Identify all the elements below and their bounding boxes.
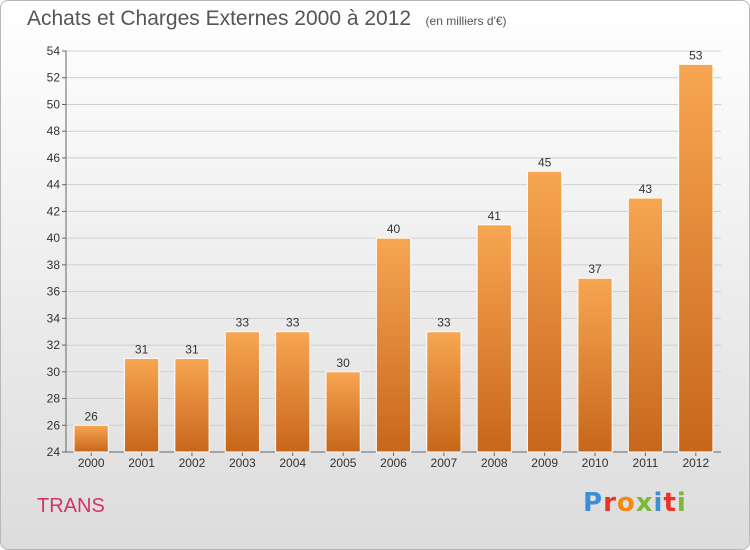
bar-2003 (224, 331, 260, 453)
data-label-2008: 41 (488, 209, 502, 223)
proxiti-logo[interactable]: Proxiti (583, 488, 687, 518)
y-tick-label: 52 (47, 71, 61, 85)
bar-2008 (476, 224, 512, 453)
data-label-2007: 33 (437, 316, 451, 330)
x-tick-label-2002: 2002 (179, 456, 206, 470)
x-tick-label-2004: 2004 (279, 456, 306, 470)
data-label-2012: 53 (689, 48, 703, 62)
y-tick-label: 40 (47, 231, 61, 245)
logo-letter: P (583, 488, 604, 518)
title-row: Achats et Charges Externes 2000 à 2012 (… (27, 7, 507, 31)
y-tick-label: 36 (47, 285, 61, 299)
y-tick-label: 44 (47, 178, 61, 192)
data-label-2003: 33 (236, 316, 250, 330)
data-label-2002: 31 (185, 342, 199, 356)
y-tick-label: 26 (47, 418, 61, 432)
y-tick-label: 34 (47, 311, 61, 325)
x-tick-label-2005: 2005 (330, 456, 357, 470)
bar-2010 (577, 277, 613, 453)
y-tick-label: 32 (47, 338, 61, 352)
data-label-2011: 43 (639, 182, 653, 196)
x-tick-label-2001: 2001 (128, 456, 155, 470)
data-label-2006: 40 (387, 222, 401, 236)
data-label-2004: 33 (286, 316, 300, 330)
logo-letter: t (663, 488, 677, 518)
y-tick-label: 30 (47, 365, 61, 379)
label-layer: 26 31 31 33 33 30 40 33 41 45 37 43 53 (85, 48, 703, 423)
x-tick-label-2009: 2009 (531, 456, 558, 470)
axis-layer: 24 26 28 30 32 34 36 38 40 42 44 46 48 50 52 54 2000 2001… (47, 44, 721, 470)
bar-2006 (375, 237, 412, 453)
bar-2004 (275, 331, 311, 453)
x-tick-label-2003: 2003 (229, 456, 256, 470)
logo-letter: i (676, 488, 687, 518)
x-tick-label-2007: 2007 (431, 456, 458, 470)
y-tick-label: 46 (47, 151, 61, 165)
x-tick-label-2006: 2006 (380, 456, 407, 470)
x-tick-label-2010: 2010 (582, 456, 609, 470)
bar-2012 (678, 63, 714, 453)
logo-letter: r (603, 488, 617, 518)
bar-2001 (123, 357, 160, 453)
bar-2005 (325, 371, 361, 453)
y-tick-label: 24 (47, 445, 61, 459)
bar-2002 (174, 357, 210, 453)
logo-letter: o (616, 488, 636, 518)
y-tick-label: 42 (47, 204, 61, 218)
x-tick-label-2000: 2000 (78, 456, 105, 470)
x-tick-label-2012: 2012 (682, 456, 709, 470)
logo-letter: x (635, 488, 654, 518)
y-tick-label: 54 (47, 44, 61, 58)
y-tick-label: 38 (47, 258, 61, 272)
bar-2000 (73, 424, 109, 453)
data-label-2009: 45 (538, 155, 552, 169)
chart-title: Achats et Charges Externes 2000 à 2012 (27, 7, 412, 30)
data-label-2000: 26 (85, 409, 99, 423)
bar-layer (73, 63, 714, 453)
data-label-2010: 37 (588, 262, 602, 276)
y-tick-label: 50 (47, 97, 61, 111)
data-label-2005: 30 (336, 356, 350, 370)
chart-unit: (en milliers d'€) (425, 14, 507, 28)
x-tick-label-2008: 2008 (481, 456, 508, 470)
x-tick-label-2011: 2011 (633, 456, 659, 470)
town-name: TRANS (37, 495, 105, 517)
y-tick-label: 28 (47, 392, 61, 406)
bar-2011 (627, 197, 664, 453)
bar-2009 (527, 170, 563, 453)
y-tick-label: 48 (47, 124, 61, 138)
data-label-2001: 31 (135, 342, 149, 356)
bar-2007 (426, 331, 462, 453)
logo-letter: i (653, 488, 664, 518)
